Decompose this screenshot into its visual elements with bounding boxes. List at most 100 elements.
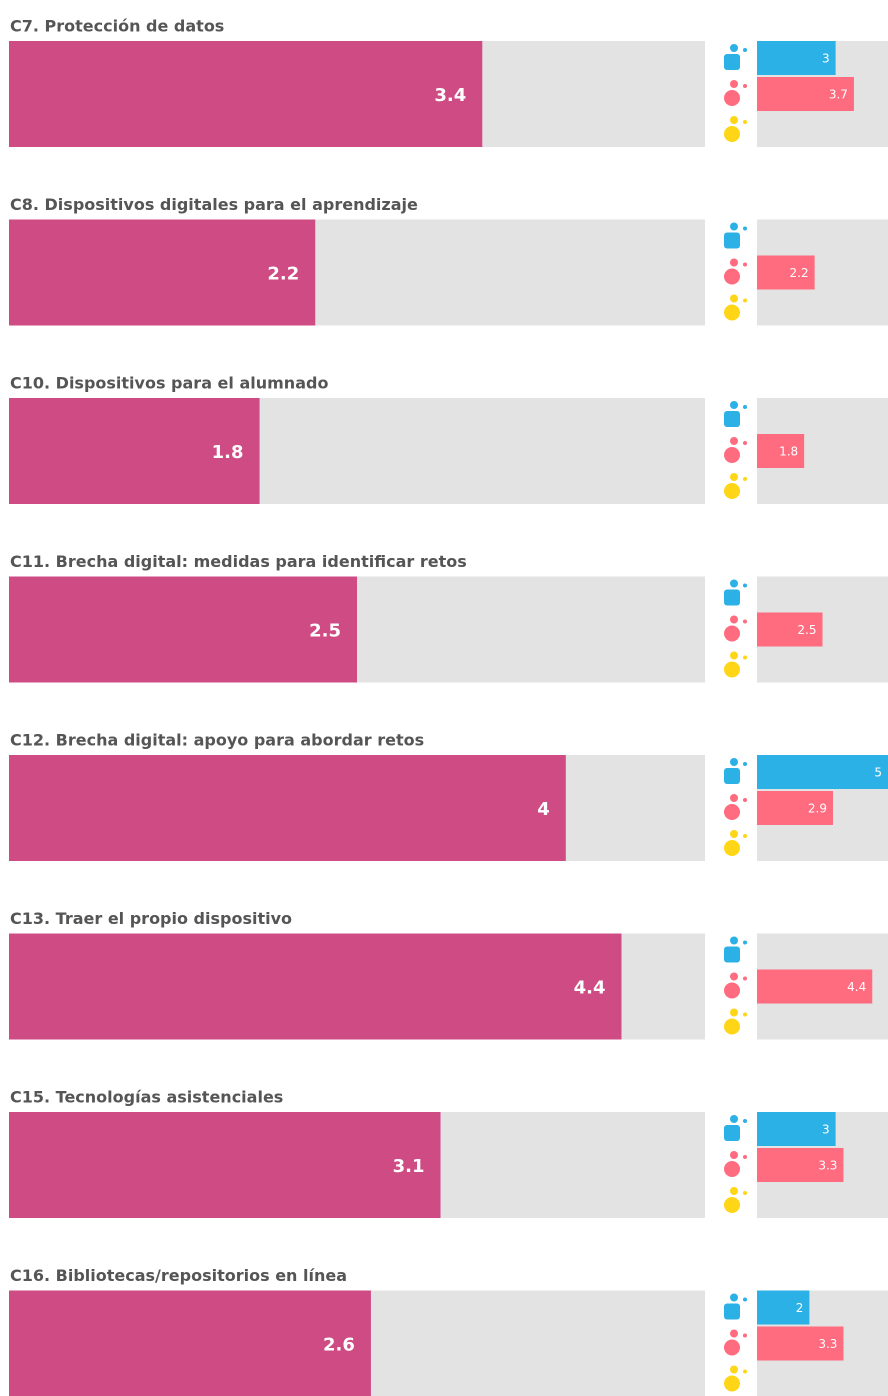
group-icon xyxy=(724,447,740,463)
group-icon xyxy=(730,972,738,981)
group-icon xyxy=(743,298,747,303)
group-icon xyxy=(743,976,747,981)
group-icon xyxy=(743,655,747,660)
bar xyxy=(9,576,357,683)
group-icon xyxy=(743,84,747,88)
group-icon xyxy=(724,946,740,963)
group-icon xyxy=(724,90,740,106)
group-icon xyxy=(730,1115,738,1123)
panel-title: C8. Dispositivos digitales para el apren… xyxy=(10,195,418,214)
bar-value-label: 4.4 xyxy=(574,978,606,999)
panel-title: C15. Tecnologías asistenciales xyxy=(10,1088,283,1107)
group-icon xyxy=(724,304,740,321)
bar-value-label: 2.6 xyxy=(323,1335,355,1356)
group-icon xyxy=(743,1191,747,1195)
bar-value-label: 2.5 xyxy=(309,621,341,642)
group-bar xyxy=(757,434,805,468)
group-icon xyxy=(743,477,747,481)
group-icon xyxy=(724,483,740,499)
group-icon xyxy=(730,579,738,588)
group-icon xyxy=(724,982,740,999)
group-icon xyxy=(730,401,738,409)
group-bar xyxy=(757,255,815,290)
group-bar xyxy=(757,77,854,111)
group-icon xyxy=(730,80,738,88)
bar xyxy=(9,398,260,504)
group-icon xyxy=(743,1333,747,1338)
group-icon xyxy=(724,768,740,784)
group-icon xyxy=(724,1018,740,1035)
group-icon xyxy=(743,1119,747,1123)
group-icon xyxy=(724,1197,740,1213)
group-icon xyxy=(730,615,738,624)
group-icon xyxy=(724,1125,740,1141)
group-value-label: 3.3 xyxy=(818,1337,837,1351)
group-icon xyxy=(724,126,740,142)
group-icon xyxy=(730,437,738,445)
group-bar xyxy=(757,41,836,75)
panel-title: C13. Traer el propio dispositivo xyxy=(10,909,292,928)
bar xyxy=(9,755,566,861)
panel-title: C12. Brecha digital: apoyo para abordar … xyxy=(10,731,424,750)
group-bar xyxy=(757,1290,810,1325)
group-icon xyxy=(730,1151,738,1159)
bar xyxy=(9,219,316,326)
bar-value-label: 3.1 xyxy=(393,1156,425,1177)
group-icon xyxy=(730,294,738,303)
group-icon xyxy=(743,1297,747,1302)
group-bar xyxy=(757,791,833,825)
group-icon xyxy=(743,1155,747,1159)
group-icon xyxy=(724,1375,740,1392)
group-icon xyxy=(743,1012,747,1017)
group-icon xyxy=(724,268,740,285)
group-icon xyxy=(743,798,747,802)
panel-title: C7. Protección de datos xyxy=(10,17,224,36)
group-icon xyxy=(730,1293,738,1302)
group-icon xyxy=(730,116,738,124)
group-icon xyxy=(730,758,738,766)
bar-value-label: 3.4 xyxy=(434,85,466,106)
group-value-label: 5 xyxy=(874,766,882,780)
panel-title: C10. Dispositivos para el alumnado xyxy=(10,374,328,393)
group-icon xyxy=(730,1187,738,1195)
group-value-label: 2 xyxy=(796,1301,804,1315)
bar-value-label: 2.2 xyxy=(267,264,299,285)
panel-title: C11. Brecha digital: medidas para identi… xyxy=(10,552,467,571)
group-bar xyxy=(757,1112,836,1146)
bar xyxy=(9,1290,371,1396)
group-icon xyxy=(724,1303,740,1320)
group-value-label: 4.4 xyxy=(847,980,866,994)
group-value-label: 3 xyxy=(822,1123,830,1137)
group-icon xyxy=(724,1339,740,1356)
group-icon xyxy=(724,625,740,642)
group-icon xyxy=(743,226,747,231)
group-icon xyxy=(724,1161,740,1177)
group-icon xyxy=(730,222,738,231)
group-icon xyxy=(730,936,738,945)
group-value-label: 3.7 xyxy=(829,88,848,102)
group-icon xyxy=(730,1008,738,1017)
group-icon xyxy=(743,441,747,445)
group-icon xyxy=(724,411,740,427)
group-icon xyxy=(730,1365,738,1374)
group-bar xyxy=(757,1148,844,1182)
group-icon xyxy=(743,405,747,409)
group-icon xyxy=(743,619,747,624)
group-icon xyxy=(724,804,740,820)
group-value-label: 2.9 xyxy=(808,802,827,816)
group-value-label: 2.5 xyxy=(797,623,816,637)
group-bar xyxy=(757,755,888,789)
group-icon xyxy=(724,661,740,678)
group-icon xyxy=(730,1329,738,1338)
group-icon xyxy=(743,940,747,945)
group-icon xyxy=(743,120,747,124)
bar-value-label: 1.8 xyxy=(212,442,244,463)
group-icon xyxy=(743,834,747,838)
group-icon xyxy=(743,1369,747,1374)
group-value-label: 2.2 xyxy=(790,266,809,280)
bar xyxy=(9,41,483,147)
group-icon xyxy=(743,762,747,766)
group-icon xyxy=(743,262,747,267)
